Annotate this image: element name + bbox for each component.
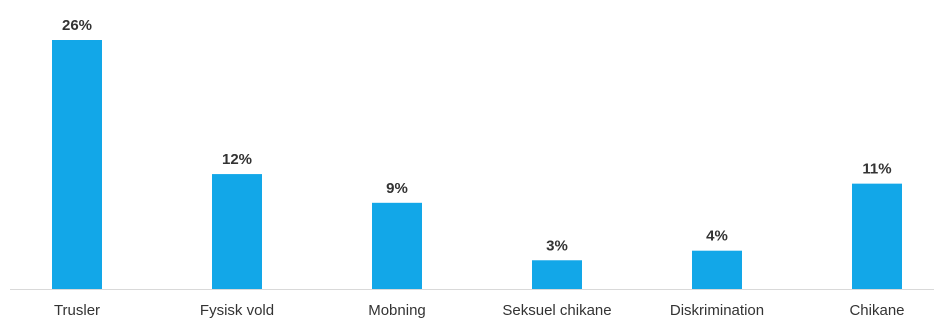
bar-trusler — [52, 40, 102, 289]
data-label-fysisk-vold: 12% — [222, 151, 252, 168]
bar-fysisk-vold — [212, 174, 262, 289]
data-label-diskrimination: 4% — [706, 228, 728, 245]
data-label-trusler: 26% — [62, 17, 92, 34]
x-tick-label-diskrimination: Diskrimination — [670, 302, 764, 319]
bar-mobning — [372, 202, 422, 289]
bar-diskrimination — [692, 250, 742, 289]
data-label-seksuel-chikane: 3% — [546, 237, 568, 254]
bars-group — [52, 40, 902, 289]
data-label-mobning: 9% — [386, 180, 408, 197]
x-tick-labels-group: Trusler Fysisk vold Mobning Seksuel chikane… — [54, 302, 905, 319]
x-tick-label-chikane: Chikane — [849, 302, 904, 319]
x-tick-label-seksuel-chikane: Seksuel chikane — [502, 302, 611, 319]
bar-seksuel-chikane — [532, 260, 582, 289]
data-labels-group: 26% 12% 9% 3% 4% 11% — [62, 17, 892, 254]
x-tick-label-mobning: Mobning — [368, 302, 426, 319]
bar-chikane — [852, 183, 902, 289]
x-tick-label-fysisk-vold: Fysisk vold — [200, 302, 274, 319]
x-tick-label-trusler: Trusler — [54, 302, 100, 319]
data-label-chikane: 11% — [862, 161, 891, 178]
